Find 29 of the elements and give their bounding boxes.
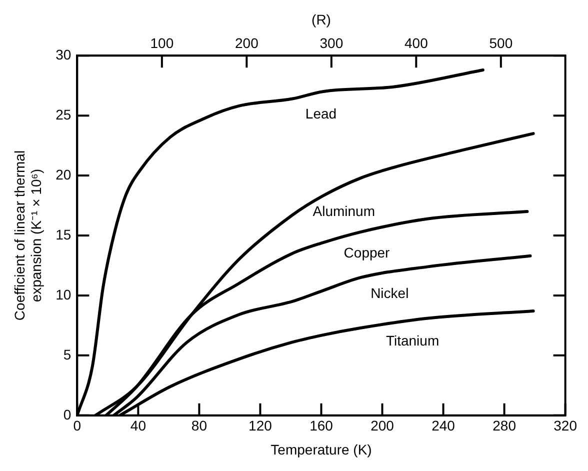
x2-tick-label: 300 — [320, 35, 344, 52]
y-tick-label: 20 — [56, 166, 72, 182]
y-tick-label: 5 — [63, 346, 72, 362]
y-tick-label: 25 — [56, 106, 72, 122]
x-tick-label: 0 — [73, 418, 82, 434]
x-tick-label: 200 — [370, 418, 394, 434]
y-tick-label: 0 — [63, 406, 72, 422]
series-label: Copper — [344, 244, 390, 260]
x2-tick-label: 400 — [404, 35, 428, 52]
x-axis-title: Temperature (K) — [270, 441, 372, 458]
series-label: Aluminum — [312, 202, 375, 219]
x-tick-label: 240 — [432, 418, 456, 434]
x-tick-label: 80 — [191, 418, 208, 434]
x2-tick-label: 100 — [150, 35, 174, 52]
x-tick-label: 320 — [554, 418, 578, 434]
y-tick-label: 15 — [56, 226, 72, 242]
x2-tick-label: 500 — [489, 35, 513, 52]
x2-tick-label: 200 — [234, 35, 259, 52]
x-tick-label: 120 — [248, 418, 272, 434]
x-tick-label: 280 — [492, 418, 516, 434]
series-label: Lead — [305, 105, 337, 122]
x-tick-label: 40 — [130, 418, 146, 434]
x-tick-label: 160 — [310, 418, 334, 434]
x2-axis-title: (R) — [312, 11, 331, 28]
y-tick-label: 10 — [56, 286, 72, 302]
series-label: Titanium — [386, 332, 440, 348]
series-label: Nickel — [370, 285, 409, 302]
y-axis-title: Coefficient of linear thermal expansion (K⁻¹ × 10⁶) — [11, 150, 44, 321]
y-tick-label: 30 — [56, 46, 72, 62]
